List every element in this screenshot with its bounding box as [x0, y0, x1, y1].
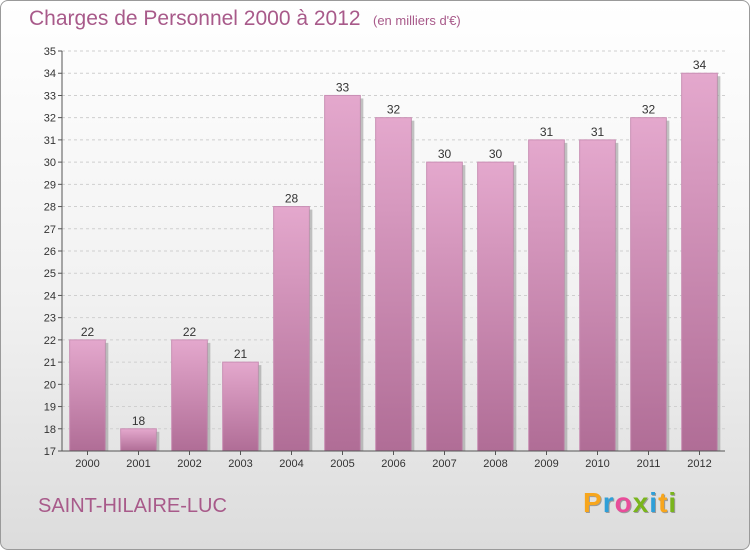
bar-2006: [375, 117, 412, 452]
bar-shadow: [309, 209, 313, 451]
x-tick-label-2003: 2003: [228, 458, 252, 470]
bar-shadow: [666, 120, 670, 452]
y-tick-label: 19: [44, 402, 56, 414]
data-label-2003: 21: [234, 347, 248, 361]
x-tick-label-2001: 2001: [126, 458, 150, 470]
data-label-2009: 31: [540, 125, 554, 139]
chart-subtitle: (en milliers d'€): [373, 13, 461, 28]
y-tick-label: 26: [44, 246, 56, 258]
bar-shadow: [462, 165, 466, 451]
logo-letter: i: [649, 487, 659, 518]
x-tick-label-2004: 2004: [279, 458, 303, 470]
data-label-2005: 33: [336, 80, 350, 94]
y-tick-label: 28: [44, 202, 56, 214]
bar-2008: [477, 161, 514, 452]
bar-shadow: [207, 342, 211, 451]
data-label-2001: 18: [132, 414, 146, 428]
x-tick-label-2006: 2006: [381, 458, 405, 470]
axes: 17 18 19 20 21 22 23 24 25 26 27 28 29 30 31 32 33 34 35 20…: [44, 46, 725, 470]
data-label-2008: 30: [489, 147, 503, 161]
y-tick-label: 30: [44, 157, 56, 169]
y-tick-label: 21: [44, 357, 56, 369]
y-tick-label: 35: [44, 46, 56, 58]
y-tick-label: 18: [44, 424, 56, 436]
commune-name: SAINT-HILAIRE-LUC: [38, 495, 227, 517]
y-tick-label: 32: [44, 113, 56, 125]
bar-2001: [120, 428, 157, 452]
data-label-2002: 22: [183, 325, 197, 339]
data-label-2007: 30: [438, 147, 452, 161]
y-tick-label: 29: [44, 179, 56, 191]
data-label-2000: 22: [81, 325, 95, 339]
y-tick-label: 33: [44, 90, 56, 102]
bar-2003: [222, 361, 259, 452]
proxiti-logo: Proxiti: [583, 487, 677, 519]
bar-2004: [273, 206, 310, 452]
x-tick-label-2010: 2010: [585, 458, 609, 470]
logo-letter: o: [614, 487, 633, 518]
x-tick-label-2012: 2012: [687, 458, 711, 470]
chart-title: Charges de Personnel 2000 à 2012: [29, 7, 361, 30]
data-label-2006: 32: [387, 103, 401, 117]
bar-shadow: [717, 76, 721, 451]
bar-shadow: [615, 142, 619, 451]
bar-shadow: [258, 365, 262, 451]
bar-2005: [324, 94, 361, 452]
bar-2007: [426, 161, 463, 452]
data-label-2011: 32: [642, 103, 656, 117]
bar-shadow: [411, 120, 415, 452]
bar-shadow: [156, 431, 160, 451]
logo-letter: t: [658, 487, 669, 518]
logo-letter: x: [632, 487, 650, 518]
data-labels: 22 18 22 21 28 33 32 30 30 31 31 32 34: [81, 58, 707, 428]
bar-shadow: [513, 165, 517, 451]
y-tick-label: 27: [44, 224, 56, 236]
logo-letter: P: [583, 487, 603, 518]
bars: [69, 72, 721, 452]
y-tick-label: 25: [44, 268, 56, 280]
logo-letter: i: [668, 487, 678, 518]
bar-2012: [681, 72, 718, 452]
data-label-2010: 31: [591, 125, 605, 139]
x-tick-label-2000: 2000: [75, 458, 99, 470]
y-tick-label: 17: [44, 446, 56, 458]
y-tick-label: 20: [44, 379, 56, 391]
bar-2011: [630, 117, 667, 452]
y-tick-label: 23: [44, 313, 56, 325]
bar-2002: [171, 339, 208, 452]
x-tick-label-2005: 2005: [330, 458, 354, 470]
y-tick-label: 34: [44, 68, 56, 80]
bar-2000: [69, 339, 106, 452]
x-tick-label-2009: 2009: [534, 458, 558, 470]
y-tick-label: 31: [44, 135, 56, 147]
data-label-2004: 28: [285, 192, 299, 206]
x-tick-label-2007: 2007: [432, 458, 456, 470]
bar-2010: [579, 139, 616, 452]
x-tick-label-2011: 2011: [637, 458, 661, 470]
bar-shadow: [564, 142, 568, 451]
y-tick-label: 24: [44, 290, 56, 302]
y-tick-label: 22: [44, 335, 56, 347]
bar-shadow: [105, 342, 109, 451]
x-tick-label-2002: 2002: [177, 458, 201, 470]
bar-shadow: [360, 98, 364, 451]
bar-2009: [528, 139, 565, 452]
data-label-2012: 34: [693, 58, 707, 72]
logo-letter: r: [602, 487, 615, 518]
x-tick-label-2008: 2008: [483, 458, 507, 470]
